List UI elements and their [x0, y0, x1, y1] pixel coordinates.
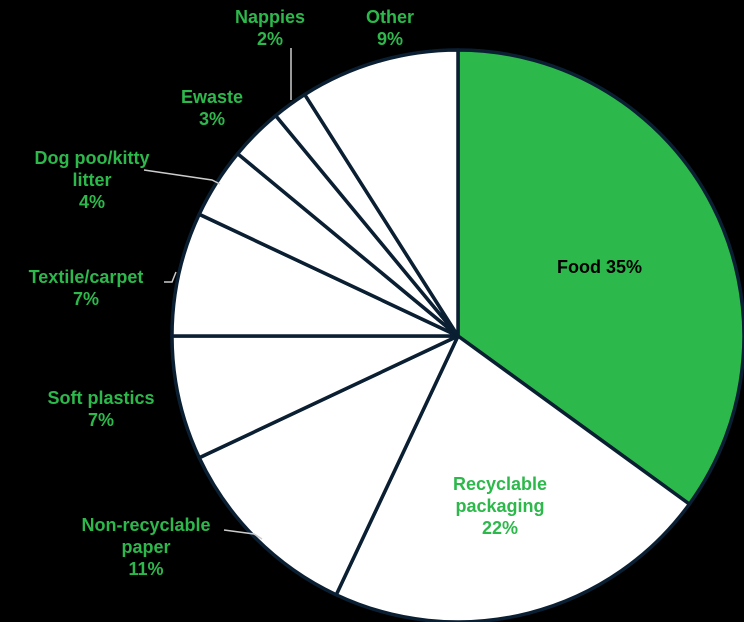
pie-slice-soft-plastics	[170, 334, 460, 460]
label-dog-poo-kitty-litter-line-1: Dog poo/kitty	[34, 148, 150, 168]
label-non-recyclable-paper-line-3: 11%	[128, 559, 164, 579]
label-soft-plastics-line-1: Soft plastics	[47, 388, 155, 408]
label-dog-poo-kitty-litter-line-3: 4%	[78, 192, 105, 212]
pie-slice-food	[456, 48, 744, 506]
label-ewaste-line-2: 3%	[198, 109, 225, 129]
label-textile-carpet-line-1: Textile/carpet	[28, 267, 144, 287]
label-other: Other 9%	[345, 6, 435, 50]
label-food-line-1: Food 35%	[557, 257, 643, 277]
label-dog-poo-kitty-litter-line-2: litter	[72, 170, 112, 190]
pie-slices	[170, 48, 744, 622]
label-food: Food 35%	[557, 256, 657, 278]
label-nappies: Nappies 2%	[220, 6, 320, 50]
label-other-line-1: Other	[365, 7, 414, 27]
pie-slice-other	[303, 48, 460, 338]
label-recyclable-packaging-line-1: Recyclable	[452, 474, 548, 494]
label-non-recyclable-paper: Non-recyclable paper 11%	[56, 514, 236, 580]
pie-slice-textile-carpet	[170, 212, 460, 338]
label-ewaste-line-1: Ewaste	[180, 87, 244, 107]
label-recyclable-packaging: Recyclable packaging 22%	[430, 473, 570, 539]
label-soft-plastics: Soft plastics 7%	[26, 387, 176, 431]
label-dog-poo-kitty-litter: Dog poo/kitty litter 4%	[14, 147, 170, 213]
leader-lines	[143, 48, 292, 540]
pie-slice-non-recyclable-paper	[197, 334, 460, 597]
label-nappies-line-2: 2%	[256, 29, 283, 49]
label-non-recyclable-paper-line-2: paper	[121, 537, 171, 557]
label-soft-plastics-line-2: 7%	[87, 410, 114, 430]
label-other-line-2: 9%	[376, 29, 403, 49]
leader-line-dog-poo-kitty-litter	[143, 169, 221, 185]
leader-line-textile-carpet	[164, 271, 177, 283]
label-textile-carpet: Textile/carpet 7%	[8, 266, 164, 310]
label-non-recyclable-paper-line-1: Non-recyclable	[81, 515, 211, 535]
leader-line-non-recyclable-paper	[223, 529, 263, 540]
label-textile-carpet-line-2: 7%	[72, 289, 99, 309]
label-recyclable-packaging-line-3: 22%	[481, 518, 519, 538]
label-recyclable-packaging-line-2: packaging	[455, 496, 545, 516]
label-nappies-line-1: Nappies	[234, 7, 306, 27]
label-ewaste: Ewaste 3%	[162, 86, 262, 130]
